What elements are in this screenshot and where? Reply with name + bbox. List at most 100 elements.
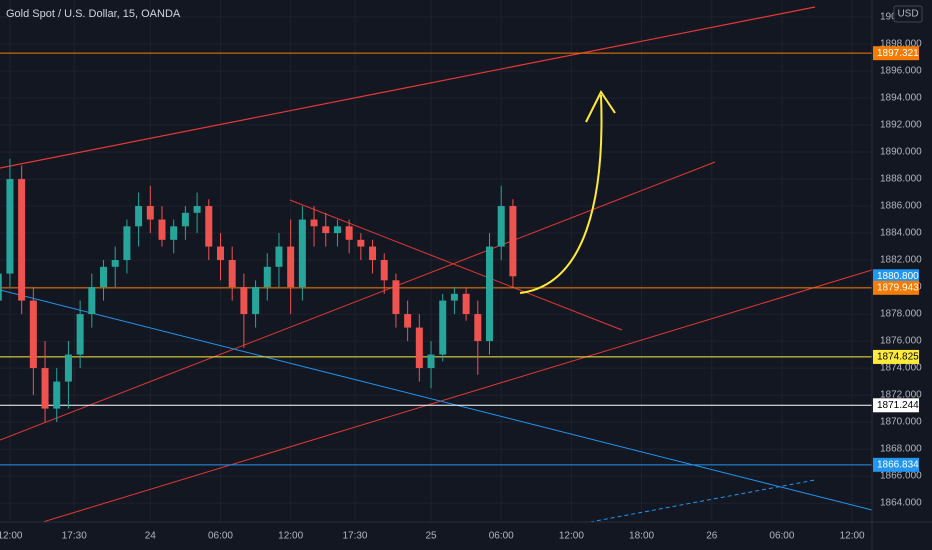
candle-body: [298, 219, 306, 288]
candle-body: [380, 260, 388, 281]
candle-body: [6, 179, 14, 274]
candle-body: [158, 219, 166, 240]
candle-body: [322, 226, 330, 234]
price-label: 1880.800: [877, 271, 919, 282]
y-tick-label: 1872.000: [880, 390, 922, 401]
candle-body: [486, 246, 494, 342]
x-tick-label: 06:00: [489, 531, 514, 542]
candle-body: [392, 280, 400, 315]
y-tick-label: 1876.000: [880, 336, 922, 347]
y-tick-label: 1886.000: [880, 201, 922, 212]
x-tick-label: 12:00: [278, 531, 303, 542]
trend-line: [0, 6, 816, 169]
x-tick-label: 12:00: [559, 531, 584, 542]
price-label-box: [873, 398, 919, 413]
y-tick-label: 1884.000: [880, 228, 922, 239]
price-label: 1871.244: [877, 400, 919, 411]
candle-body: [369, 246, 377, 261]
y-tick-label: 1866.000: [880, 471, 922, 482]
price-label: 1879.943: [877, 282, 919, 293]
y-tick-label: 1878.000: [880, 309, 922, 320]
candle-body: [450, 293, 458, 301]
candle-body: [240, 287, 248, 315]
y-tick-label: 1882.000: [880, 255, 922, 266]
trend-line: [0, 289, 872, 511]
candle-body: [111, 260, 119, 267]
x-tick-label: 24: [145, 531, 157, 542]
candle-body: [64, 354, 72, 382]
trend-line: [589, 479, 816, 522]
candle-body: [252, 287, 260, 315]
trend-line: [0, 161, 716, 441]
candle-body: [439, 300, 447, 355]
trend-line: [41, 269, 872, 522]
arrow-head: [585, 90, 616, 123]
y-tick-label: 1868.000: [880, 444, 922, 455]
trend-line: [289, 199, 623, 331]
candle-body: [497, 206, 505, 247]
price-label-box: [873, 269, 919, 284]
price-label-box: [873, 349, 919, 364]
y-tick-label: 1892.000: [880, 120, 922, 131]
x-tick-label: 12:00: [840, 531, 865, 542]
x-tick-label: 26: [706, 531, 718, 542]
x-tick-label: 06:00: [208, 531, 233, 542]
price-label: 1866.834: [877, 459, 919, 470]
y-tick-label: 1870.000: [880, 417, 922, 428]
x-tick-label: 06:00: [769, 531, 794, 542]
x-tick-label: 17:30: [62, 531, 87, 542]
price-label-box: [873, 457, 919, 472]
candle-body: [205, 206, 213, 247]
candle-body: [345, 226, 353, 240]
candle-body: [0, 273, 2, 301]
price-label-box: [873, 46, 919, 61]
candles: [0, 158, 517, 423]
x-tick-label: 12:00: [0, 531, 23, 542]
y-tick-label: 1896.000: [880, 66, 922, 77]
levels: [0, 52, 872, 466]
candle-body: [76, 314, 84, 355]
candle-body: [310, 219, 318, 227]
y-tick-label: 1898.000: [880, 39, 922, 50]
grid: [0, 0, 872, 522]
arrow: [519, 90, 616, 294]
candle-body: [228, 260, 236, 288]
candle-body: [193, 206, 201, 213]
candle-body: [146, 206, 154, 220]
y-tick-label: 1864.000: [880, 498, 922, 509]
candle-body: [53, 381, 61, 409]
axes: 1864.000 1866.000 1868.000 1870.000 1872.000…: [0, 12, 922, 542]
candle-body: [88, 287, 96, 315]
candle-body: [427, 354, 435, 369]
currency-button[interactable]: [893, 5, 923, 23]
arrow-path: [519, 94, 603, 294]
y-tick-label: 1874.000: [880, 363, 922, 374]
candle-body: [41, 368, 49, 409]
y-tick-label: 1890.000: [880, 147, 922, 158]
drawings: [0, 6, 872, 522]
candle-body: [18, 179, 26, 301]
candle-body: [170, 226, 178, 240]
candle-body: [333, 226, 341, 234]
candle-body: [135, 206, 143, 227]
candle-body: [100, 266, 108, 288]
x-tick-label: 17:30: [342, 531, 367, 542]
price-label-box: [873, 280, 919, 295]
chart-title: Gold Spot / U.S. Dollar, 15, OANDA: [6, 8, 181, 20]
candle-body: [263, 266, 271, 288]
currency[interactable]: USD: [897, 9, 918, 20]
candle-body: [123, 226, 131, 261]
candle-body: [181, 212, 189, 227]
candle-body: [287, 246, 295, 288]
candle-body: [275, 246, 283, 267]
x-tick-label: 18:00: [629, 531, 654, 542]
candle-body: [404, 314, 412, 328]
x-tick-label: 25: [425, 531, 437, 542]
y-tick-label: 1888.000: [880, 174, 922, 185]
candle-body: [509, 206, 517, 277]
price-label: 1897.321: [877, 48, 919, 59]
candle-body: [29, 300, 37, 369]
price-label: 1874.825: [877, 352, 919, 363]
candle-body: [462, 293, 470, 315]
